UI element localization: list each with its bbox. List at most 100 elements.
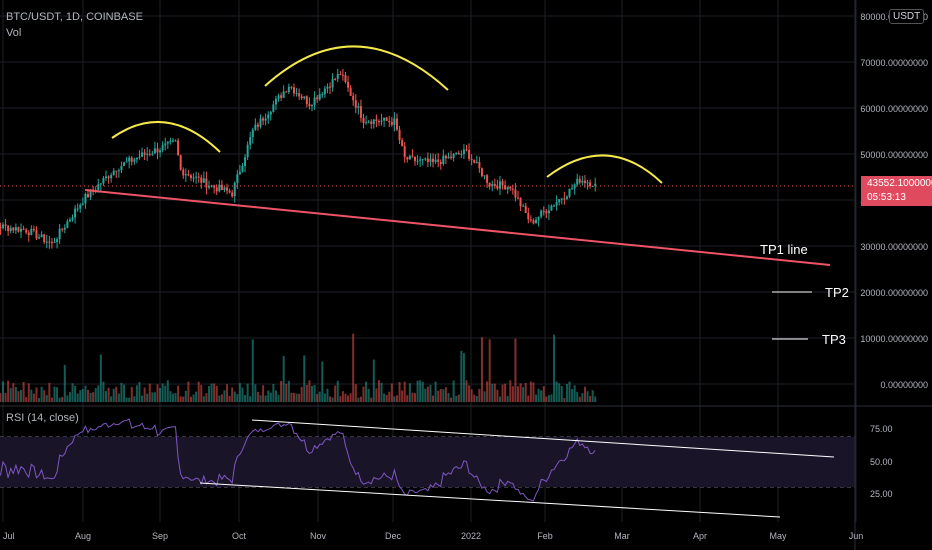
volume-bar [424,388,427,402]
volume-bar [537,388,540,402]
volume-bar [81,389,84,402]
volume-bar [535,394,538,402]
currency-badge[interactable]: USDT [889,9,925,24]
candle-body [395,118,398,130]
volume-bar [522,387,525,402]
candle-body [254,124,257,130]
volume-bar [496,389,499,402]
price-tick-1: 70000.00000000 [860,58,928,68]
volume-bar [151,392,154,402]
volume-bar [300,386,303,402]
candle-body [403,146,406,158]
candle-body [550,205,553,211]
volume-bar [256,391,259,402]
candle-body [189,175,192,178]
volume-bar [506,395,509,402]
volume-bar [130,387,133,402]
volume-bar [25,397,28,402]
volume-bar [50,397,53,402]
candle-body [478,161,481,169]
volume-bar [352,333,355,402]
candle-body [563,198,566,200]
volume-bar [504,383,507,402]
candle-body [71,217,74,220]
volume-bar [208,386,210,402]
rsi-trendline-lower [199,482,781,518]
candle-body [432,158,435,163]
candle-body [517,197,519,199]
tp2-label: TP2 [825,285,849,300]
candle-body [202,178,205,183]
candle-body [117,170,120,172]
candle-body [372,119,375,124]
volume-bar [578,396,581,402]
volume-bar [218,395,221,402]
candle-body [1,224,4,229]
candle-body [493,183,496,187]
candle-body [125,161,128,163]
candle-body [68,219,71,222]
candle-body [506,186,509,190]
volume-bar [532,382,535,402]
volume-bar [540,390,543,402]
candle-body [313,97,316,106]
volume-bar [14,387,17,402]
volume-bar [416,380,419,402]
candle-body [442,155,445,165]
volume-bar [68,392,71,402]
candle-body [475,161,478,163]
candle-body [514,189,517,198]
candle-body [161,145,164,151]
candle-body [215,187,218,192]
candle-body [419,159,422,161]
volume-bar [336,380,339,402]
volume-bar [262,385,265,402]
candle-body [408,155,411,160]
candle-body [573,184,576,189]
candle-body [462,149,465,154]
candle-body [496,186,499,189]
volume-bar [311,385,313,402]
candle-body [359,106,362,118]
volume-bar [313,384,316,402]
volume-bar [226,384,229,402]
candle-body [228,190,231,193]
candle-body [318,94,321,100]
volume-bar [159,387,162,402]
candle-body [251,129,254,138]
candle-body [545,211,548,214]
candle-body [352,95,355,101]
volume-bar [576,391,579,402]
volume-bar [241,387,244,402]
candle-body [213,185,216,188]
candle-body [511,188,514,190]
candle-body [439,161,442,165]
volume-bar [455,395,458,402]
candle-body [40,234,43,238]
candle-body [56,239,59,242]
volume-bar [269,392,272,402]
candle-body [300,96,303,99]
volume-bar [470,389,473,402]
candle-body [223,187,226,191]
price-tick-2: 60000.00000000 [860,104,928,114]
volume-bar [45,394,48,402]
candle-body [401,140,404,147]
volume-bar [17,391,20,402]
candle-body [591,186,594,188]
candle-body [380,120,383,122]
last-price-box: 43552.10000000 05:53:13 [861,176,932,206]
volume-bar [27,383,30,402]
candle-body [303,96,306,99]
candle-body [74,208,77,218]
volume-bar [244,394,247,402]
candle-body [272,104,275,112]
candle-body [290,86,293,88]
volume-bar [326,388,329,402]
rsi-tick-2: 25.00 [870,489,893,499]
candle-body [164,143,167,146]
candle-body [256,124,259,127]
volume-bar [143,387,146,402]
candle-body [308,104,311,107]
time-tick-5: Dec [385,531,402,541]
